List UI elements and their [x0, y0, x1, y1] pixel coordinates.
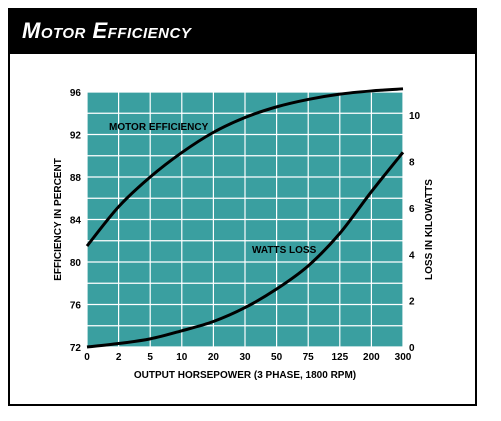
series-label-efficiency: MOTOR EFFICIENCY	[109, 122, 209, 133]
x-tick-label: 2	[116, 352, 122, 363]
x-tick-label: 75	[303, 352, 315, 363]
chart-title: Motor Efficiency	[22, 18, 192, 43]
x-tick-label: 0	[84, 352, 90, 363]
y-right-tick-label: 10	[409, 111, 421, 122]
y-right-tick-label: 8	[409, 158, 415, 169]
y-left-tick-label: 72	[70, 343, 82, 354]
x-tick-label: 20	[208, 352, 220, 363]
y-left-tick-label: 84	[70, 216, 82, 227]
x-tick-label: 50	[271, 352, 283, 363]
y-right-tick-label: 4	[409, 250, 415, 261]
x-tick-label: 10	[176, 352, 188, 363]
series-label-watts-loss: WATTS LOSS	[252, 245, 317, 256]
x-tick-label: 125	[331, 352, 348, 363]
y-left-tick-label: 92	[70, 131, 82, 142]
y-left-tick-label: 80	[70, 258, 82, 269]
y-left-tick-label: 76	[70, 301, 82, 312]
y-axis-left-label: EFFICIENCY IN PERCENT	[53, 158, 64, 281]
chart-header: Motor Efficiency	[10, 10, 475, 54]
y-axis-right-label: LOSS IN KILOWATTS	[424, 179, 435, 280]
y-left-tick-label: 88	[70, 173, 82, 184]
y-right-tick-label: 2	[409, 297, 415, 308]
x-tick-label: 300	[395, 352, 412, 363]
x-tick-label: 5	[147, 352, 153, 363]
x-tick-label: 200	[363, 352, 380, 363]
series-line-watts-loss	[86, 151, 405, 349]
series-line-efficiency	[85, 87, 404, 248]
x-axis-label: OUTPUT HORSEPOWER (3 PHASE, 1800 RPM)	[134, 370, 356, 381]
y-left-tick-label: 96	[70, 88, 82, 99]
y-right-tick-label: 0	[409, 343, 415, 354]
y-right-tick-label: 6	[409, 204, 415, 215]
x-tick-label: 30	[239, 352, 251, 363]
